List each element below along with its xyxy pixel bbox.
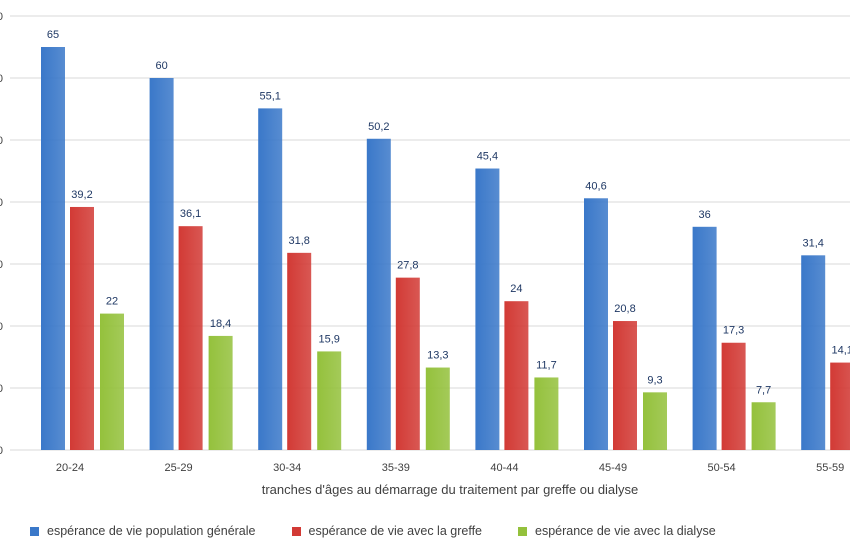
data-label: 7,7 bbox=[756, 384, 771, 396]
category-label: 20-24 bbox=[56, 462, 84, 474]
legend-label-dialyse: espérance de vie avec la dialyse bbox=[535, 524, 716, 538]
data-label: 11,7 bbox=[536, 359, 557, 371]
category-label: 25-29 bbox=[165, 462, 193, 474]
data-label: 45,4 bbox=[477, 151, 498, 163]
bar-1-35-39 bbox=[395, 277, 420, 450]
bars bbox=[41, 47, 850, 450]
category-label: 55-59 bbox=[816, 462, 844, 474]
category-label: 50-54 bbox=[708, 462, 736, 474]
legend-swatch-population bbox=[30, 526, 39, 536]
bar-0-50-54 bbox=[692, 226, 717, 450]
legend-item-population: espérance de vie population générale bbox=[30, 524, 256, 538]
y-tick-label: 0 bbox=[0, 197, 3, 209]
data-label: 14,1 bbox=[831, 345, 850, 357]
y-tick-label: 0 bbox=[0, 135, 3, 147]
bar-1-30-34 bbox=[287, 252, 312, 450]
bar-0-35-39 bbox=[366, 138, 391, 450]
bar-1-45-49 bbox=[613, 321, 637, 450]
legend-label-population: espérance de vie population générale bbox=[47, 524, 256, 538]
category-label: 35-39 bbox=[382, 462, 410, 474]
bar-2-50-54 bbox=[751, 402, 776, 450]
legend-swatch-dialyse bbox=[518, 526, 527, 536]
bar-1-25-29 bbox=[178, 226, 203, 450]
x-axis-title: tranches d'âges au démarrage du traiteme… bbox=[262, 482, 639, 497]
y-tick-label: 0 bbox=[0, 11, 3, 23]
bar-0-25-29 bbox=[149, 78, 174, 450]
bar-2-35-39 bbox=[425, 367, 450, 450]
data-label: 17,3 bbox=[723, 325, 744, 337]
bar-0-55-59 bbox=[801, 255, 826, 450]
category-label: 40-44 bbox=[490, 462, 518, 474]
data-label: 39,2 bbox=[71, 189, 92, 201]
category-labels: 20-24 25-29 30-34 35-39 40-44 45-49 50-54 55-59 bbox=[56, 462, 844, 474]
bar-2-40-44 bbox=[534, 377, 559, 450]
data-labels: 65 60 55,1 50,2 45,4 40,6 36 31,4 39,2 36,1 31,8 27… bbox=[47, 29, 850, 396]
data-label: 40,6 bbox=[585, 180, 606, 192]
y-tick-label: 0 bbox=[0, 73, 3, 85]
bar-2-20-24 bbox=[100, 313, 124, 450]
bar-1-55-59 bbox=[830, 362, 850, 450]
y-tick-label: 0 bbox=[0, 321, 3, 333]
data-label: 9,3 bbox=[647, 374, 662, 386]
data-label: 24 bbox=[510, 283, 522, 295]
y-tick-label: 0 bbox=[0, 445, 3, 457]
bar-1-50-54 bbox=[721, 342, 746, 450]
legend-label-greffe: espérance de vie avec la greffe bbox=[308, 524, 483, 538]
bar-chart: 0 0 0 0 0 0 0 0 65 60 55,1 50,2 45,4 40,6 36 31,4 39,2 3… bbox=[0, 11, 850, 497]
data-label: 15,9 bbox=[318, 333, 339, 345]
bar-1-20-24 bbox=[70, 206, 94, 450]
category-label: 45-49 bbox=[599, 462, 627, 474]
data-label: 18,4 bbox=[210, 318, 231, 330]
y-tick-label: 0 bbox=[0, 259, 3, 271]
data-label: 36,1 bbox=[180, 208, 201, 220]
data-label: 65 bbox=[47, 29, 59, 41]
data-label: 20,8 bbox=[614, 303, 635, 315]
data-label: 60 bbox=[155, 60, 167, 72]
data-label: 13,3 bbox=[427, 350, 448, 362]
bar-2-25-29 bbox=[208, 335, 233, 450]
bar-2-30-34 bbox=[317, 351, 342, 450]
data-label: 22 bbox=[106, 296, 118, 308]
legend: espérance de vie population générale esp… bbox=[30, 524, 716, 538]
category-label: 30-34 bbox=[273, 462, 301, 474]
bar-1-40-44 bbox=[504, 301, 529, 450]
bar-0-45-49 bbox=[584, 198, 608, 450]
legend-swatch-greffe bbox=[291, 526, 301, 536]
data-label: 27,8 bbox=[397, 260, 418, 272]
y-tick-label: 0 bbox=[0, 383, 3, 395]
bar-0-40-44 bbox=[475, 168, 500, 450]
data-label: 36 bbox=[698, 209, 710, 221]
data-label: 31,4 bbox=[802, 237, 823, 249]
bar-0-30-34 bbox=[258, 108, 283, 450]
bar-0-20-24 bbox=[41, 47, 65, 450]
bar-2-45-49 bbox=[643, 392, 667, 450]
legend-item-dialyse: espérance de vie avec la dialyse bbox=[518, 524, 716, 538]
data-label: 55,1 bbox=[259, 90, 280, 102]
y-tick-labels: 0 0 0 0 0 0 0 0 bbox=[0, 11, 3, 457]
data-label: 50,2 bbox=[368, 121, 389, 133]
legend-item-greffe: espérance de vie avec la greffe bbox=[291, 524, 483, 538]
data-label: 31,8 bbox=[288, 235, 309, 247]
